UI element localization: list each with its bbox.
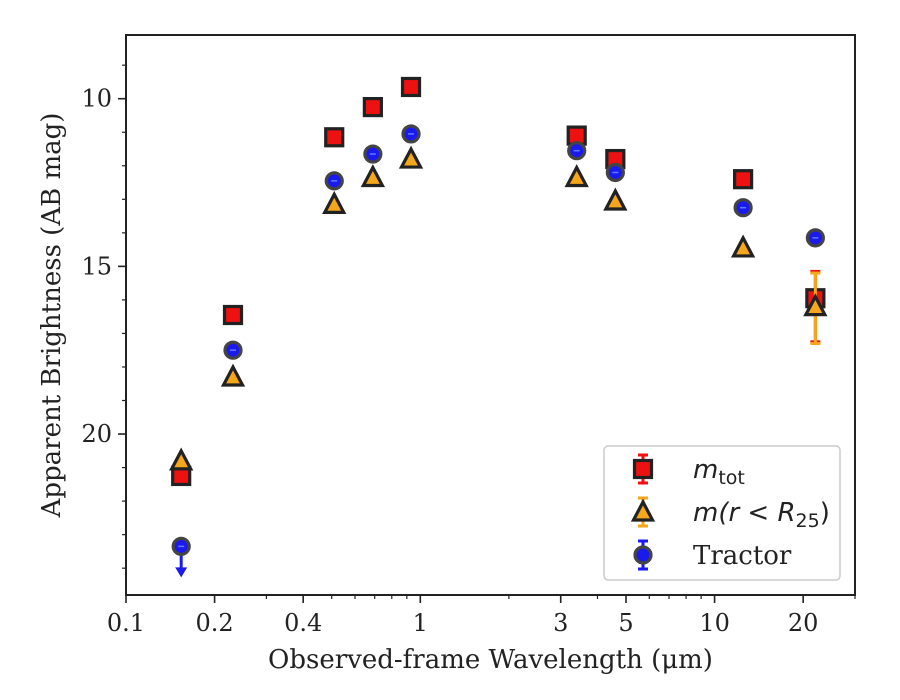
- mr25-point: [322, 190, 347, 214]
- mr25-point: [220, 363, 246, 387]
- mr25-point: [360, 164, 386, 188]
- mtot-point: [324, 127, 345, 148]
- mtot-point: [362, 96, 383, 118]
- mr25-point: [169, 447, 194, 471]
- mr25-point: [603, 187, 628, 211]
- x-tick-label: 3: [553, 609, 568, 637]
- mr25-point: [398, 145, 424, 169]
- mr25-point: [564, 164, 589, 188]
- mr25-point: [730, 234, 756, 258]
- x-axis-label: Observed-frame Wavelength (μm): [268, 645, 713, 675]
- legend-label-1: mtot: [693, 455, 745, 489]
- y-tick-label: 20: [81, 420, 112, 448]
- legend-marker-3: [633, 545, 653, 565]
- mr25-point: [803, 293, 828, 317]
- x-tick-label: 20: [788, 609, 819, 637]
- legend-label-3: Tractor: [693, 541, 792, 571]
- x-tick-label: 5: [618, 609, 633, 637]
- y-tick-label: 10: [81, 85, 112, 113]
- legend-marker-2: [630, 498, 656, 522]
- mtot-point: [733, 169, 754, 190]
- x-tick-label: 0.1: [107, 609, 145, 637]
- axes: 0.1 0.2 0.4 1 3 5 10 20 10 15 20: [81, 64, 856, 637]
- x-tick-label: 1: [413, 609, 428, 637]
- legend-label-2: m(r < R25): [693, 498, 830, 532]
- y-tick-label: 15: [81, 252, 112, 280]
- mtot-point: [222, 304, 244, 326]
- x-tick-label: 0.2: [196, 609, 234, 637]
- plot-frame: [125, 34, 856, 596]
- x-tick-label: 10: [699, 609, 730, 637]
- upper-limit-arrowhead: [175, 567, 188, 578]
- chart-marks: [169, 76, 828, 578]
- y-axis-label: Apparent Brightness (AB mag): [37, 113, 67, 519]
- legend-box: [603, 445, 841, 581]
- mtot-point: [400, 76, 422, 98]
- legend-marker-1: [632, 458, 654, 480]
- x-tick-label: 0.4: [284, 609, 322, 637]
- legend: mtot m(r < R25) Tractor: [603, 445, 841, 581]
